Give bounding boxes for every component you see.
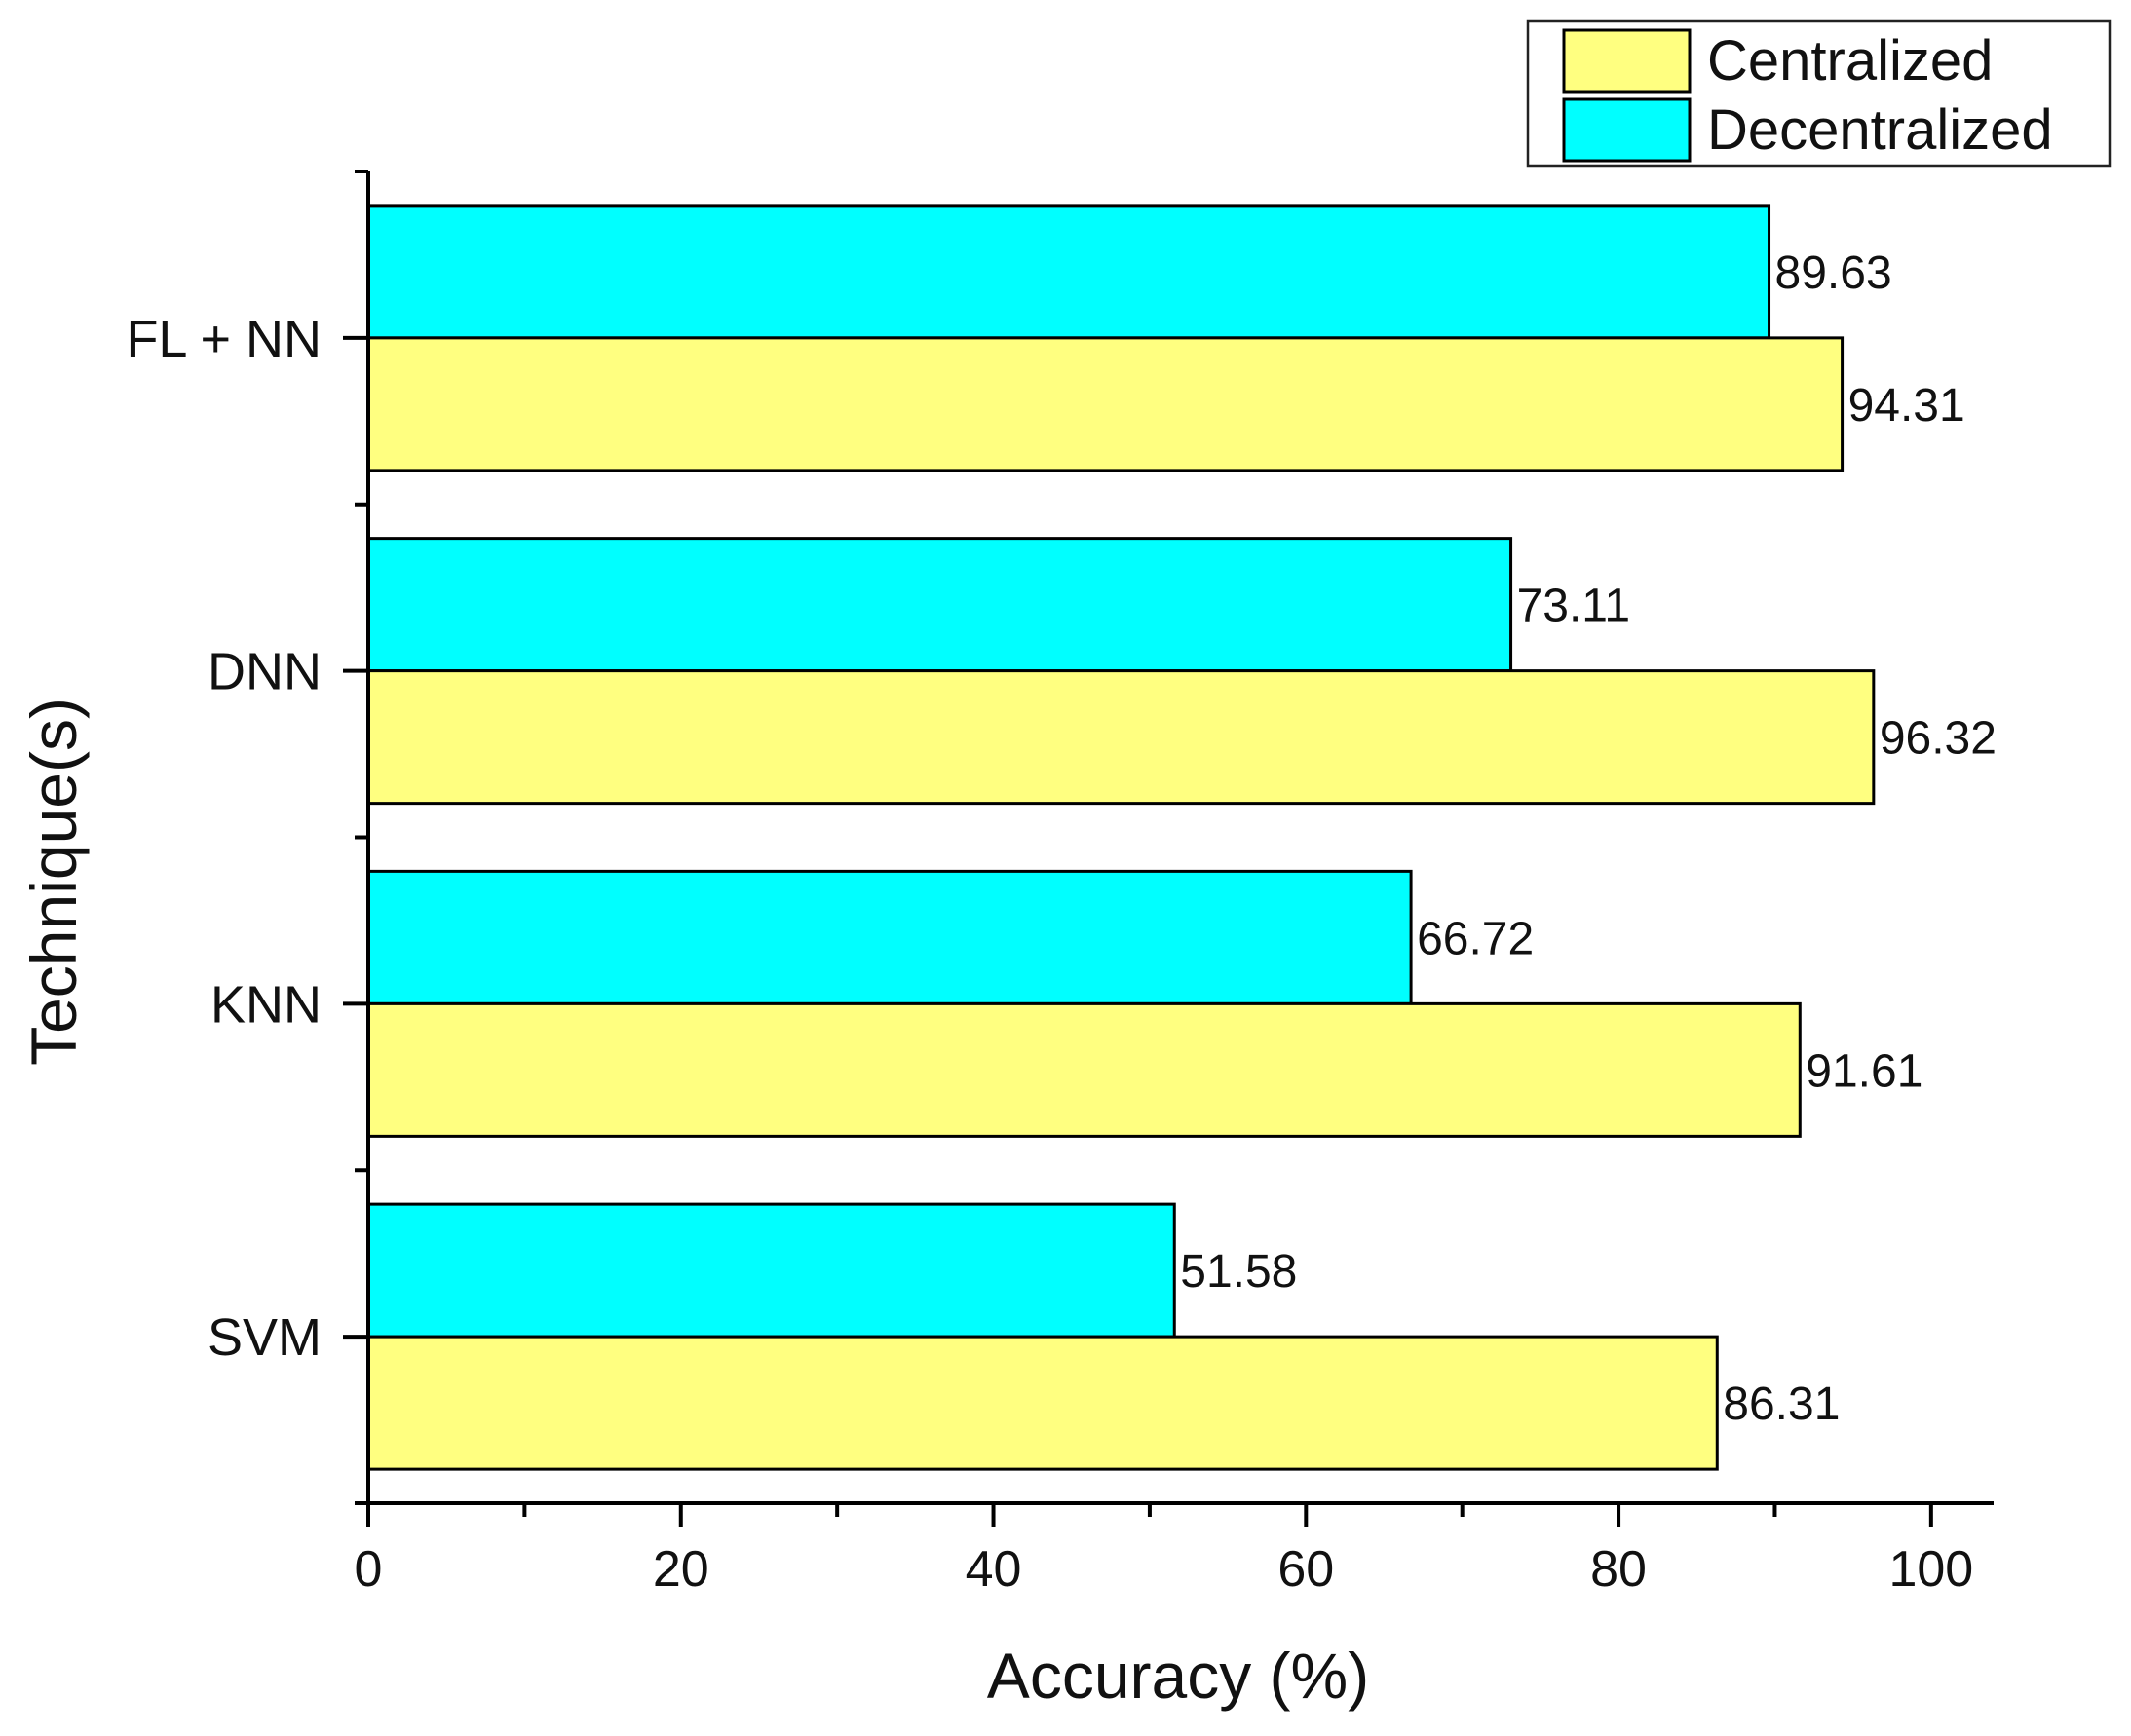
value-label-decentralized-svm: 51.58	[1180, 1246, 1297, 1298]
legend-swatch-centralized	[1562, 28, 1692, 94]
x-tick-label: 20	[653, 1541, 709, 1598]
x-tick-label: 0	[355, 1541, 383, 1598]
legend-label-decentralized: Decentralized	[1707, 98, 2053, 162]
x-tick-label: 40	[966, 1541, 1022, 1598]
bar-centralized-svm	[366, 1335, 1719, 1471]
y-tick-label: DNN	[208, 643, 322, 701]
bar-centralized-dnn	[366, 669, 1876, 806]
value-labels-group: 89.63 94.31 73.11 96.32 66.72 91.61 51.58 86.31	[1180, 247, 1997, 1430]
bar-decentralized-knn	[366, 869, 1413, 1005]
bar-decentralized-fl-nn	[366, 204, 1771, 340]
bars-group	[366, 204, 1876, 1471]
y-axis-title: Technique(s)	[18, 698, 90, 1066]
value-label-centralized-dnn: 96.32	[1880, 713, 1997, 765]
x-tick-label: 60	[1277, 1541, 1334, 1598]
x-axis-title: Accuracy (%)	[987, 1640, 1369, 1712]
bar-centralized-fl-nn	[366, 336, 1845, 472]
legend-label-centralized: Centralized	[1707, 29, 1993, 93]
value-label-centralized-svm: 86.31	[1723, 1378, 1840, 1430]
bar-centralized-knn	[366, 1001, 1802, 1138]
y-tick-label: FL + NN	[126, 310, 322, 368]
value-label-centralized-knn: 91.61	[1806, 1045, 1922, 1097]
x-ticks-group: 0 20 40 60 80 100	[355, 1503, 1973, 1598]
bar-decentralized-svm	[366, 1202, 1176, 1339]
x-tick-label: 100	[1888, 1541, 1973, 1598]
legend: Centralized Decentralized	[1526, 19, 2112, 168]
y-tick-label: KNN	[210, 975, 322, 1034]
y-tick-label: SVM	[208, 1308, 322, 1367]
value-label-decentralized-dnn: 73.11	[1517, 581, 1631, 632]
value-label-decentralized-fl-nn: 89.63	[1775, 247, 1892, 299]
bar-decentralized-dnn	[366, 537, 1513, 673]
legend-swatch-decentralized	[1562, 97, 1692, 163]
y-ticks-group: FL + NN DNN KNN SVM	[126, 170, 368, 1505]
value-label-decentralized-knn: 66.72	[1417, 913, 1534, 964]
x-tick-label: 80	[1590, 1541, 1647, 1598]
value-label-centralized-fl-nn: 94.31	[1848, 380, 1965, 432]
